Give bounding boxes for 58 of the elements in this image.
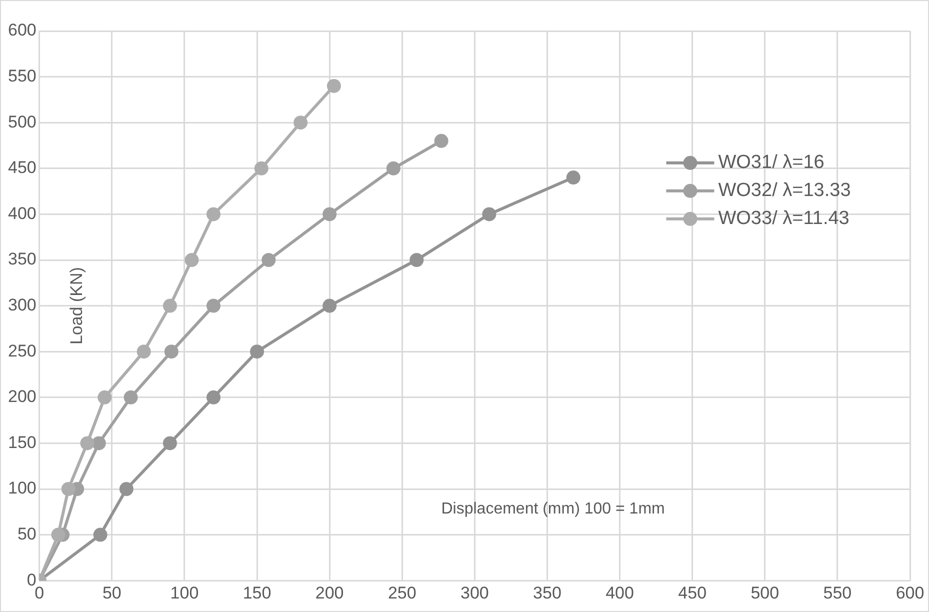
x-tick-label: 100 (170, 583, 199, 602)
y-tick-label: 300 (8, 295, 36, 314)
y-axis-title: Load (KN) (67, 267, 86, 345)
point (566, 170, 580, 185)
point (434, 134, 448, 148)
legend-label: WO33/ λ=11.43 (718, 208, 850, 230)
point (93, 528, 108, 542)
point (119, 482, 134, 496)
x-tick-label: 500 (750, 583, 780, 602)
point (326, 78, 341, 93)
y-tick-label: 150 (8, 432, 36, 452)
point (184, 253, 199, 267)
point (162, 298, 177, 313)
point (322, 207, 337, 222)
y-tick-label: 450 (8, 158, 36, 178)
point (322, 298, 337, 313)
x-tick-label: 350 (533, 583, 562, 602)
x-tick-label: 550 (823, 583, 852, 602)
y-tick-label: 550 (8, 66, 36, 86)
y-tick-label: 500 (8, 112, 36, 132)
y-tick-label: 200 (8, 387, 36, 406)
point (80, 436, 94, 450)
point (250, 344, 264, 359)
y-tick-label: 600 (8, 20, 36, 40)
x-tick-label: 150 (242, 583, 272, 602)
point (410, 253, 424, 267)
point (294, 116, 308, 130)
legend-label: WO31/ λ=16 (718, 152, 824, 174)
y-tick-label: 350 (8, 250, 36, 269)
x-tick-label: 50 (102, 583, 122, 602)
y-tick-label: 50 (17, 524, 36, 544)
point (206, 298, 220, 313)
y-tick-label: 100 (8, 478, 36, 498)
point (482, 207, 496, 222)
x-tick-label: 200 (315, 583, 344, 602)
point (124, 390, 138, 404)
point (386, 161, 400, 176)
point (51, 528, 66, 542)
point (92, 436, 106, 450)
x-tick-label: 250 (388, 583, 416, 602)
y-tick-label: 250 (8, 341, 36, 360)
point (206, 207, 220, 222)
point (254, 161, 268, 176)
point (262, 253, 276, 267)
x-tick-label: 400 (606, 583, 634, 602)
x-axis-title: Displacement (mm) 100 = 1mm (441, 500, 665, 518)
point (98, 390, 112, 404)
x-tick-label: 450 (678, 583, 707, 602)
y-tick-label: 400 (8, 204, 36, 223)
point (164, 344, 178, 359)
point (61, 482, 76, 496)
point (162, 436, 177, 450)
point (206, 390, 220, 404)
y-tick-label: 0 (26, 570, 36, 590)
legend-label: WO32/ λ=13.33 (718, 180, 851, 202)
x-tick-label: 300 (460, 583, 489, 602)
x-tick-label: 600 (896, 583, 924, 602)
point (136, 344, 151, 359)
